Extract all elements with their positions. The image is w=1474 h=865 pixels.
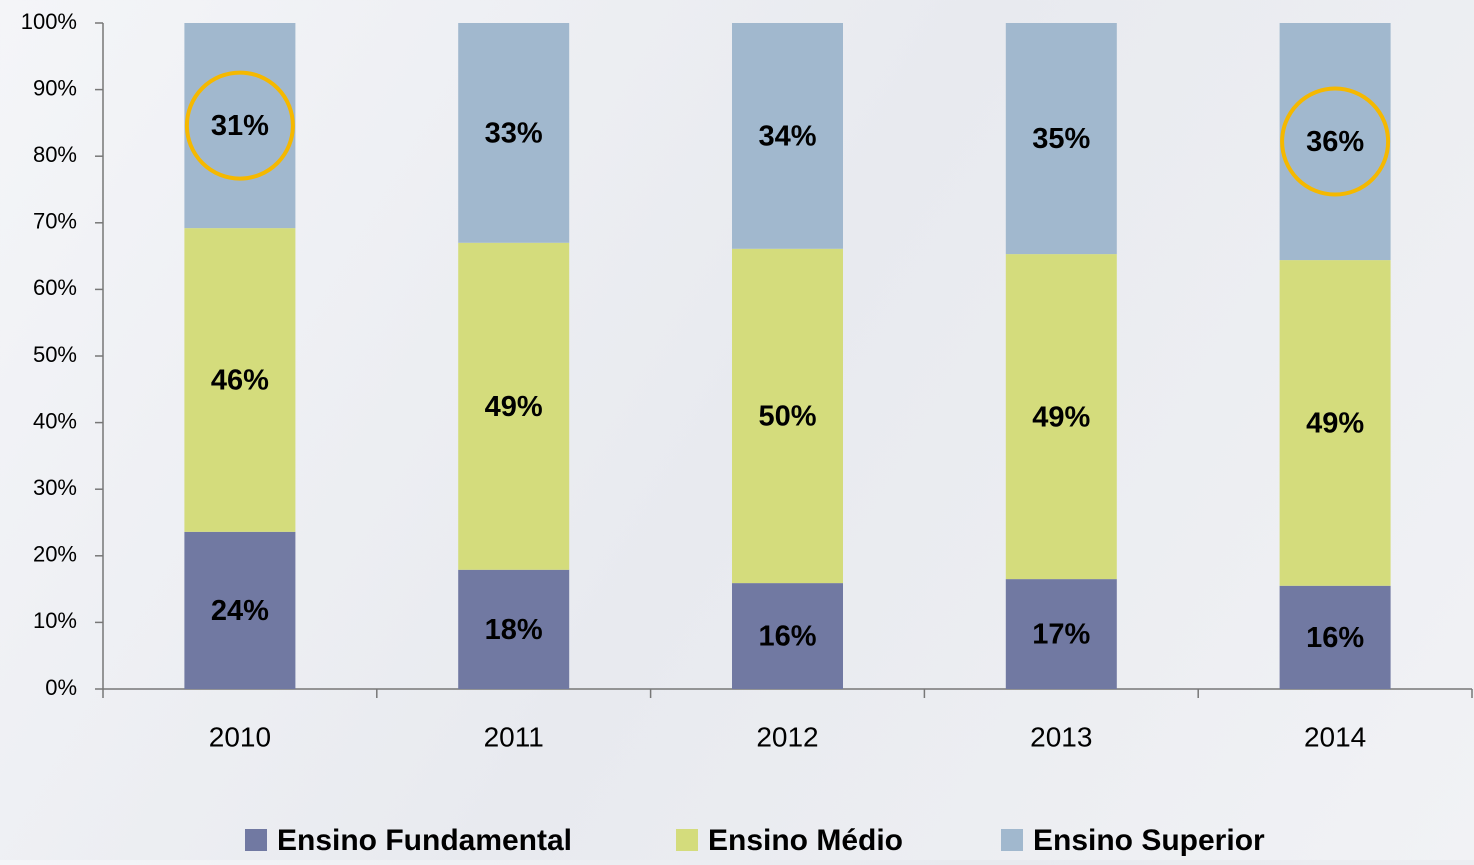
y-tick-label: 50% [33,342,77,367]
legend-swatch [1001,829,1023,851]
bar-segment [184,228,296,532]
bar-segment [458,569,570,689]
y-tick-label: 60% [33,275,77,300]
y-tick-label: 70% [33,209,77,234]
data-label: 17% [1032,619,1090,651]
x-tick-label: 2013 [1030,721,1092,752]
data-label: 33% [485,118,543,150]
y-tick-label: 40% [33,408,77,433]
legend-label: Ensino Médio [708,824,903,857]
highlight-circle [184,70,295,181]
bar-segment [732,583,843,689]
bar-segment [1005,254,1117,580]
data-label: 31% [211,110,269,142]
bar-segment [1005,23,1117,255]
legend-swatch [245,829,267,851]
y-tick-label: 80% [33,142,77,167]
data-label: 35% [1032,123,1090,155]
bar-segment [1279,585,1391,689]
y-tick-label: 90% [33,75,77,100]
y-tick-label: 30% [33,475,77,500]
data-label: 16% [1306,622,1364,654]
y-tick-label: 0% [45,675,77,700]
data-label: 49% [1032,401,1090,433]
y-tick-label: 20% [33,542,77,567]
legend-label: Ensino Fundamental [277,824,572,857]
y-tick-label: 10% [33,608,77,633]
data-label: 49% [485,391,543,423]
bar-segment [184,23,296,229]
data-label: 46% [211,365,269,397]
bar-segment [732,248,843,584]
data-label: 49% [1306,408,1364,440]
bar-segment [458,242,570,570]
bar-segment [1005,579,1117,689]
x-tick-label: 2014 [1304,721,1366,752]
x-tick-label: 2011 [484,721,544,752]
data-label: 18% [485,614,543,646]
y-tick-label: 100% [21,9,77,34]
x-tick-label: 2010 [209,721,271,752]
bar-segment [184,531,296,689]
highlight-circle [1280,86,1391,197]
x-tick-label: 2012 [756,721,818,752]
data-label: 16% [758,621,816,653]
data-label: 36% [1306,126,1364,158]
bar-segment [1279,23,1391,261]
bar-segment [732,23,843,249]
bar-segment [1279,260,1391,586]
data-label: 34% [758,121,816,153]
data-label: 50% [758,401,816,433]
bar-segment [458,23,570,243]
legend-label: Ensino Superior [1033,824,1265,857]
legend-swatch [676,829,698,851]
data-label: 24% [211,595,269,627]
